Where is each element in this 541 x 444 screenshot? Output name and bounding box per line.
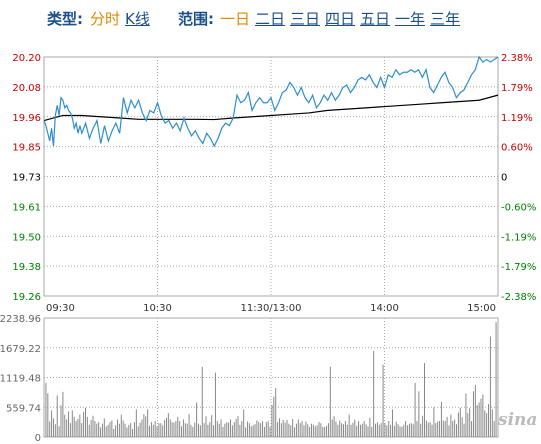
percent-tick-label: -0.60% [501, 202, 536, 213]
percent-tick-label: 1.19% [501, 113, 533, 124]
price-tick-label: 20.08 [12, 83, 41, 94]
percent-tick-label: -1.79% [501, 262, 536, 273]
volume-plot-frame [43, 317, 499, 438]
sina-watermark: sina [498, 410, 538, 430]
price-plot-frame [43, 56, 499, 297]
range-tab-1year[interactable]: 一年 [395, 10, 426, 28]
price-tick-label: 19.50 [12, 232, 41, 243]
time-tick-label: 10:30 [143, 303, 172, 314]
volume-tick-label: 1119.48 [0, 374, 41, 385]
percent-tick-label: 2.38% [501, 53, 533, 64]
time-tick-label: 15:00 [467, 303, 496, 314]
percent-tick-label: 0.60% [501, 143, 533, 154]
range-tab-3year[interactable]: 三年 [430, 10, 461, 28]
range-tab-5day[interactable]: 五日 [360, 10, 391, 28]
range-tab-4day[interactable]: 四日 [325, 10, 356, 28]
time-tick-label: 14:00 [370, 303, 399, 314]
tab-timeshare[interactable]: 分时 [90, 10, 121, 28]
time-tick-label: 11:30/13:00 [240, 303, 301, 314]
price-tick-label: 19.73 [12, 173, 41, 184]
type-label: 类型: [47, 10, 83, 28]
price-line [43, 55, 499, 148]
price-tick-label: 19.26 [12, 292, 41, 303]
time-tick-label: 09:30 [46, 303, 75, 314]
price-tick-label: 19.96 [12, 113, 41, 124]
volume-tick-label: 1679.22 [0, 344, 41, 355]
range-tab-3day[interactable]: 三日 [290, 10, 321, 28]
price-tick-label: 19.38 [12, 262, 41, 273]
average-price-line [43, 94, 499, 122]
price-tick-label: 19.61 [12, 202, 41, 213]
volume-tick-label: 559.74 [6, 403, 41, 414]
range-tab-2day[interactable]: 二日 [255, 10, 286, 28]
percent-tick-label: -2.38% [501, 292, 536, 303]
volume-tick-label: 2238.96 [0, 314, 41, 325]
percent-tick-label: 0 [501, 173, 507, 184]
volume-tick-label: 0 [35, 433, 41, 444]
tab-kline[interactable]: K线 [125, 10, 150, 28]
percent-tick-label: 1.79% [501, 83, 533, 94]
price-tick-label: 20.20 [12, 53, 41, 64]
range-label: 范围: [178, 10, 214, 28]
range-tab-1day[interactable]: 一日 [220, 10, 251, 28]
price-tick-label: 19.85 [12, 143, 41, 154]
percent-tick-label: -1.19% [501, 232, 536, 243]
toolbar: 类型: 分时 K线 范围: 一日 二日 三日 四日 五日 一年 三年 [0, 0, 541, 40]
